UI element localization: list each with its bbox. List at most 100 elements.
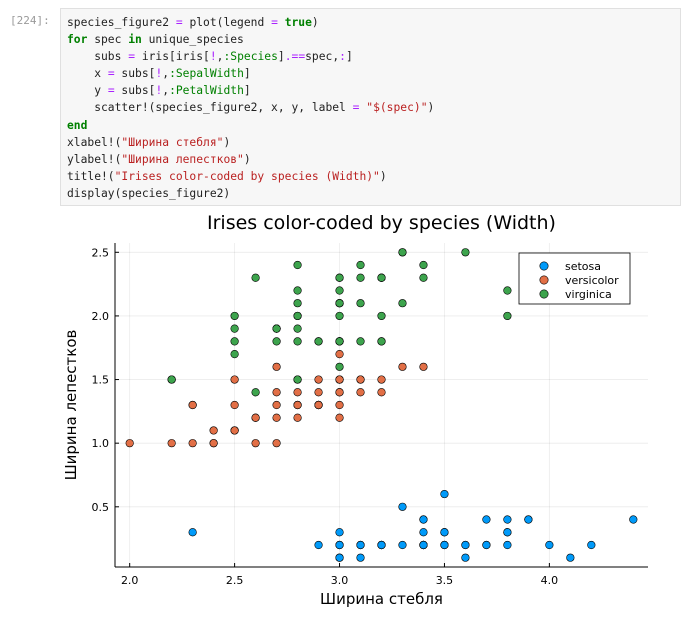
- x-axis-label: Ширина стебля: [320, 590, 443, 608]
- code-token: !: [155, 67, 163, 81]
- data-point-virginica: [335, 337, 344, 346]
- data-point-versicolor: [209, 439, 218, 448]
- code-cell[interactable]: species_figure2 = plot(legend = true) for…: [60, 8, 681, 206]
- code-token: end: [67, 118, 88, 132]
- code-token: ): [311, 16, 319, 29]
- code-token: ,: [162, 84, 170, 98]
- code-line: subs = iris[iris[!,:Species].==spec,:]: [67, 48, 674, 65]
- data-point-virginica: [230, 311, 239, 321]
- data-point-versicolor: [335, 375, 344, 384]
- code-token: "Irises color-coded by species (Width)": [114, 169, 380, 183]
- data-point-versicolor: [377, 388, 386, 397]
- code-token: "Ширина лепестков": [121, 152, 244, 166]
- data-point-setosa: [482, 540, 491, 550]
- legend-marker-versicolor: [539, 275, 549, 285]
- data-point-virginica: [230, 349, 239, 359]
- data-point-virginica: [356, 337, 365, 346]
- data-point-versicolor: [356, 375, 365, 384]
- legend-label: virginica: [565, 288, 612, 301]
- data-point-virginica: [335, 311, 344, 321]
- data-point-setosa: [314, 540, 323, 550]
- x-tick-label: 4.0: [541, 574, 559, 587]
- code-token: =: [107, 84, 115, 98]
- data-point-versicolor: [377, 375, 386, 384]
- data-point-setosa: [524, 515, 533, 524]
- code-token: ]: [243, 67, 251, 81]
- data-point-versicolor: [335, 388, 344, 397]
- code-token: !: [155, 84, 163, 98]
- data-point-virginica: [335, 273, 344, 282]
- data-point-versicolor: [314, 400, 323, 410]
- code-token: title!(: [67, 169, 115, 183]
- data-point-virginica: [377, 311, 386, 321]
- legend-label: setosa: [565, 260, 601, 273]
- code-token: =: [271, 16, 278, 29]
- data-point-versicolor: [272, 413, 281, 422]
- code-token: iris[iris[: [135, 50, 210, 64]
- data-point-virginica: [398, 299, 407, 308]
- code-token: :: [339, 50, 346, 64]
- data-point-versicolor: [356, 388, 365, 397]
- code-token: y: [67, 84, 108, 98]
- code-token: ]: [243, 84, 251, 98]
- data-point-versicolor: [272, 400, 281, 410]
- code-line: y = subs[!,:PetalWidth]: [67, 82, 674, 99]
- y-tick-label: 0.5: [92, 501, 110, 514]
- data-point-versicolor: [314, 388, 323, 397]
- legend-box: [518, 252, 631, 305]
- x-tick-label: 3.5: [436, 574, 454, 587]
- code-token: ,: [216, 50, 224, 64]
- code-token: =: [128, 50, 136, 64]
- data-point-versicolor: [251, 413, 260, 422]
- code-token: :Species: [223, 50, 278, 64]
- legend-marker-setosa: [539, 261, 549, 271]
- code-token: [278, 16, 285, 29]
- data-point-virginica: [356, 260, 365, 270]
- data-point-setosa: [461, 553, 470, 562]
- code-token: ): [243, 152, 251, 166]
- y-tick-label: 1.0: [92, 437, 110, 450]
- data-point-versicolor: [230, 400, 239, 410]
- code-token: plot(legend: [182, 16, 272, 29]
- data-point-versicolor: [209, 426, 218, 435]
- code-token: :PetalWidth: [169, 84, 244, 98]
- data-point-setosa: [503, 540, 512, 550]
- data-point-setosa: [419, 540, 428, 550]
- code-token: in: [128, 33, 142, 47]
- data-point-versicolor: [125, 439, 134, 448]
- data-point-setosa: [419, 515, 428, 524]
- code-token: subs: [67, 50, 129, 64]
- code-token: scatter!(species_figure2, x, y, label: [67, 101, 353, 115]
- code-token: spec: [87, 33, 129, 47]
- data-point-virginica: [293, 299, 302, 308]
- data-point-setosa: [398, 540, 407, 550]
- data-point-setosa: [356, 540, 365, 550]
- data-point-setosa: [587, 540, 596, 550]
- legend-label: versicolor: [565, 274, 619, 287]
- data-point-virginica: [230, 324, 239, 333]
- code-token: ): [223, 135, 231, 149]
- data-point-setosa: [503, 515, 512, 524]
- code-line: title!("Irises color-coded by species (W…: [67, 168, 674, 185]
- data-point-virginica: [293, 337, 302, 346]
- data-point-virginica: [377, 337, 386, 346]
- data-point-setosa: [419, 528, 428, 537]
- data-point-setosa: [377, 540, 386, 550]
- code-token: ): [427, 101, 435, 115]
- data-point-setosa: [461, 540, 470, 550]
- data-point-virginica: [335, 299, 344, 308]
- code-line: species_figure2 = plot(legend = true): [67, 14, 674, 31]
- x-tick-label: 2.5: [226, 574, 244, 587]
- data-point-virginica: [293, 311, 302, 321]
- code-line: x = subs[!,:SepalWidth]: [67, 65, 674, 82]
- code-token: "$(spec)": [366, 101, 428, 115]
- code-token: =: [107, 67, 115, 81]
- data-point-versicolor: [272, 439, 281, 448]
- y-tick-label: 1.5: [92, 374, 110, 387]
- code-token: :SepalWidth: [169, 67, 244, 81]
- code-token: subs[: [114, 84, 156, 98]
- data-point-setosa: [335, 528, 344, 537]
- y-axis-label: Ширина лепестков: [62, 330, 80, 481]
- code-line: scatter!(species_figure2, x, y, label = …: [67, 99, 674, 116]
- data-point-virginica: [293, 324, 302, 333]
